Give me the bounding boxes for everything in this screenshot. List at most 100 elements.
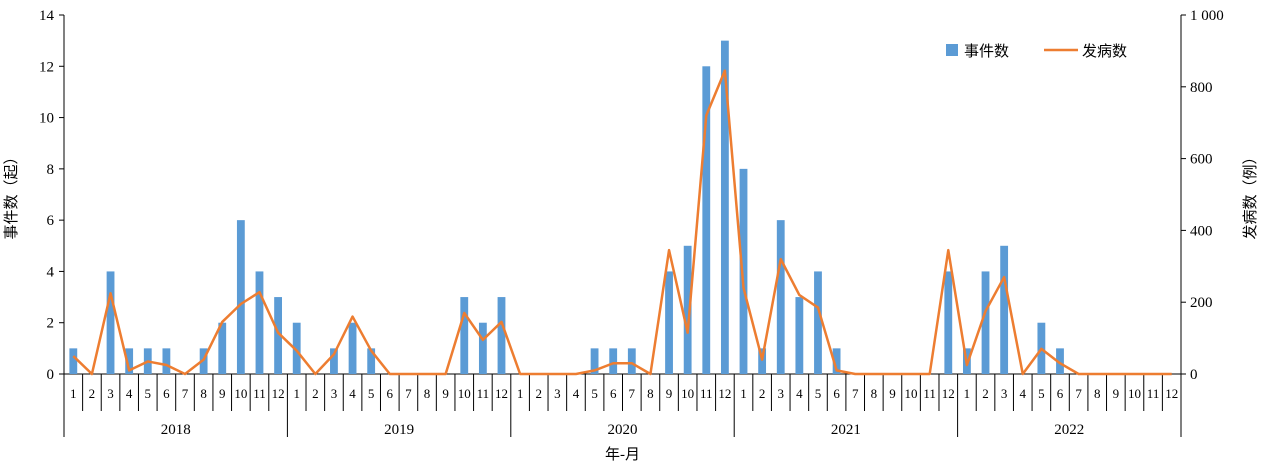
incidence-line <box>72 69 1172 376</box>
month-tick-label: 6 <box>163 386 170 401</box>
month-tick-label: 4 <box>1020 386 1027 401</box>
right-tick-label: 800 <box>1190 80 1213 96</box>
month-tick-label: 2 <box>982 386 989 401</box>
bar <box>590 348 599 374</box>
bar <box>739 168 748 374</box>
legend-line-label: 发病数 <box>1082 43 1127 60</box>
month-tick-label: 9 <box>442 386 449 401</box>
month-tick-label: 10 <box>1128 386 1141 401</box>
month-tick-label: 5 <box>591 386 598 401</box>
month-tick-label: 9 <box>889 386 896 401</box>
left-tick-label: 14 <box>39 8 55 24</box>
bar <box>255 271 264 374</box>
bar <box>758 348 767 374</box>
bar <box>702 66 711 375</box>
month-tick-label: 8 <box>871 386 878 401</box>
bar <box>1056 348 1064 374</box>
month-tick-label: 11 <box>477 386 490 401</box>
left-tick-label: 8 <box>47 162 55 178</box>
bar <box>69 348 78 374</box>
month-tick-label: 4 <box>573 386 580 401</box>
month-tick-label: 6 <box>833 386 840 401</box>
month-tick-label: 1 <box>964 386 971 401</box>
month-tick-label: 6 <box>610 386 617 401</box>
bar <box>125 348 134 374</box>
bar <box>218 322 227 374</box>
month-tick-label: 7 <box>1075 386 1082 401</box>
month-tick-label: 12 <box>272 386 285 401</box>
bar <box>348 322 357 374</box>
month-tick-label: 3 <box>1001 386 1008 401</box>
month-tick-label: 3 <box>107 386 114 401</box>
month-tick-label: 12 <box>942 386 955 401</box>
month-tick-label: 5 <box>1038 386 1045 401</box>
bar <box>832 348 841 374</box>
bar <box>683 245 692 374</box>
year-tick-label: 2022 <box>1054 422 1084 438</box>
bar <box>795 297 804 374</box>
left-tick-label: 10 <box>39 111 54 127</box>
x-axis-title: 年-月 <box>605 446 640 463</box>
bar <box>776 220 785 374</box>
bar <box>497 297 506 374</box>
right-tick-label: 1 000 <box>1190 8 1224 24</box>
month-tick-label: 3 <box>554 386 561 401</box>
bar <box>665 271 673 374</box>
bar <box>367 348 376 374</box>
bar <box>106 271 115 374</box>
month-tick-label: 12 <box>718 386 731 401</box>
right-tick-label: 400 <box>1190 223 1213 239</box>
bar <box>944 271 953 374</box>
month-tick-label: 5 <box>145 386 152 401</box>
month-tick-label: 11 <box>1147 386 1160 401</box>
right-tick-label: 200 <box>1190 295 1213 311</box>
month-tick-label: 11 <box>923 386 936 401</box>
month-tick-label: 10 <box>234 386 247 401</box>
month-tick-label: 4 <box>349 386 356 401</box>
month-tick-label: 7 <box>852 386 859 401</box>
month-tick-label: 4 <box>126 386 133 401</box>
month-tick-label: 7 <box>182 386 189 401</box>
month-tick-label: 6 <box>1057 386 1064 401</box>
left-tick-label: 6 <box>47 213 55 229</box>
bar <box>162 348 171 374</box>
month-tick-label: 3 <box>331 386 338 401</box>
left-tick-label: 0 <box>47 367 55 383</box>
year-tick-label: 2018 <box>161 422 191 438</box>
bar <box>609 348 618 374</box>
month-tick-label: 2 <box>312 386 319 401</box>
month-tick-label: 9 <box>219 386 226 401</box>
year-tick-label: 2020 <box>608 422 638 438</box>
bar <box>1000 245 1009 374</box>
month-tick-label: 5 <box>815 386 822 401</box>
left-tick-label: 12 <box>39 59 54 75</box>
month-tick-label: 8 <box>200 386 207 401</box>
month-tick-label: 2 <box>89 386 96 401</box>
month-tick-label: 1 <box>70 386 77 401</box>
bar <box>460 297 469 374</box>
left-tick-label: 2 <box>47 316 55 332</box>
legend-bar-swatch <box>946 44 958 56</box>
year-tick-label: 2019 <box>384 422 414 438</box>
month-tick-label: 10 <box>681 386 694 401</box>
right-axis-title: 发病数（例） <box>1242 149 1259 239</box>
bar <box>330 348 338 374</box>
left-tick-label: 4 <box>47 264 55 280</box>
month-tick-label: 8 <box>424 386 431 401</box>
bar <box>292 322 301 374</box>
bar <box>720 40 729 375</box>
month-tick-label: 9 <box>1113 386 1120 401</box>
month-tick-label: 8 <box>1094 386 1101 401</box>
bar <box>236 220 245 374</box>
month-tick-label: 7 <box>405 386 412 401</box>
month-tick-label: 5 <box>368 386 375 401</box>
month-tick-label: 12 <box>1165 386 1178 401</box>
month-tick-label: 1 <box>293 386 300 401</box>
right-tick-label: 0 <box>1190 367 1198 383</box>
month-tick-label: 1 <box>517 386 524 401</box>
month-tick-label: 10 <box>905 386 918 401</box>
month-tick-label: 2 <box>535 386 542 401</box>
bar <box>478 322 487 374</box>
